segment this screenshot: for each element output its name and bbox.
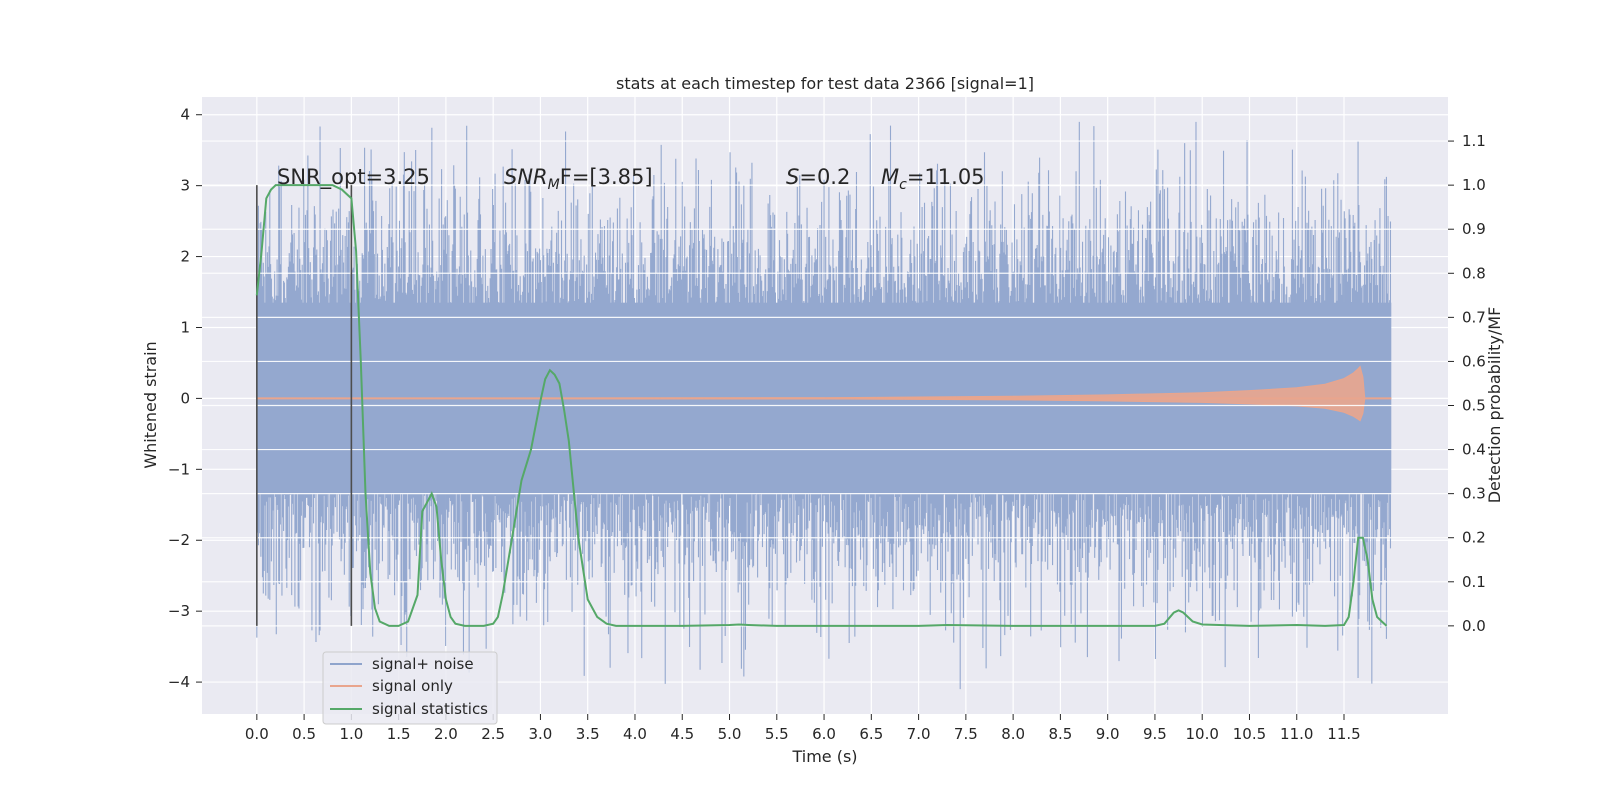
y-axis-label: Whitened strain bbox=[141, 341, 160, 468]
x-tick-label: 7.0 bbox=[907, 725, 931, 743]
x-axis-label: Time (s) bbox=[791, 747, 857, 766]
x-tick-label: 1.0 bbox=[339, 725, 363, 743]
legend-label-signal-noise: signal+ noise bbox=[372, 655, 474, 673]
y-tick-label: 4 bbox=[180, 106, 190, 124]
x-tick-label: 2.0 bbox=[434, 725, 458, 743]
x-tick-label: 2.5 bbox=[481, 725, 505, 743]
y-tick-label: 1 bbox=[180, 318, 190, 336]
x-tick-label: 3.5 bbox=[576, 725, 600, 743]
annotation-snr-mf-rest: F=[3.85] bbox=[560, 165, 653, 189]
annotation-snr-mf-sub: M bbox=[548, 177, 560, 193]
y-right-tick-label: 0.3 bbox=[1462, 485, 1486, 503]
x-tick-label: 9.0 bbox=[1096, 725, 1120, 743]
x-tick-label: 10.5 bbox=[1233, 725, 1266, 743]
x-tick-label: 11.0 bbox=[1280, 725, 1313, 743]
x-tick-label: 0.0 bbox=[245, 725, 269, 743]
annotation-snr-mf: SNRMF=[3.85] bbox=[504, 165, 653, 193]
legend-label-signal-statistics: signal statistics bbox=[372, 700, 488, 718]
annotation-mc-main: M bbox=[881, 165, 899, 189]
x-tick-label: 10.0 bbox=[1186, 725, 1219, 743]
x-tick-label: 8.5 bbox=[1048, 725, 1072, 743]
signal-only-series bbox=[256, 365, 1392, 422]
y-right-tick-label: 0.4 bbox=[1462, 441, 1486, 459]
annotation-s-rest: =0.2 bbox=[799, 165, 850, 189]
x-tick-label: 6.0 bbox=[812, 725, 836, 743]
y-right-tick-label: 0.7 bbox=[1462, 308, 1486, 326]
y-right-tick-label: 0.6 bbox=[1462, 352, 1486, 370]
x-tick-label: 4.0 bbox=[623, 725, 647, 743]
x-tick-label: 5.5 bbox=[765, 725, 789, 743]
legend-box bbox=[322, 651, 498, 725]
x-tick-label: 11.5 bbox=[1327, 725, 1360, 743]
y-right-tick-label: 0.1 bbox=[1462, 573, 1486, 591]
y-right-tick-label: 0.2 bbox=[1462, 529, 1486, 547]
y-right-tick-label: 1.0 bbox=[1462, 176, 1486, 194]
ticks: −4 −3 −2 −1 0 1 2 3 4 0.0 0.5 1.0 1.5 2.0 2.5 3.0 3.5 4.0… bbox=[168, 106, 1486, 743]
x-tick-label: 7.5 bbox=[954, 725, 978, 743]
y-tick-label: −2 bbox=[168, 531, 190, 549]
vertical-lines bbox=[256, 185, 353, 626]
y-right-tick-label: 0.5 bbox=[1462, 397, 1486, 415]
y-right-tick-label: 0.8 bbox=[1462, 264, 1486, 282]
legend-label-signal-only: signal only bbox=[372, 677, 453, 695]
annotation-mc-sub: c bbox=[899, 177, 907, 193]
y-right-tick-label: 0.9 bbox=[1462, 220, 1486, 238]
annotation-snr-mf-main: SNR bbox=[504, 165, 548, 189]
chart-title: stats at each timestep for test data 236… bbox=[616, 74, 1034, 93]
legend: signal+ noise signal only signal statist… bbox=[322, 651, 498, 725]
x-tick-label: 3.0 bbox=[529, 725, 553, 743]
y-tick-label: 3 bbox=[180, 177, 190, 195]
x-tick-label: 1.5 bbox=[387, 725, 411, 743]
annotation-mc: Mc=11.05 bbox=[881, 165, 985, 193]
y-tick-label: 2 bbox=[180, 248, 190, 266]
y-right-tick-label: 1.1 bbox=[1462, 132, 1486, 150]
y-tick-label: −4 bbox=[168, 673, 190, 691]
y-tick-label: −3 bbox=[168, 602, 190, 620]
y-tick-label: 0 bbox=[180, 389, 190, 407]
annotation-s-main: S bbox=[786, 165, 799, 189]
y-right-tick-label: 0.0 bbox=[1462, 617, 1486, 635]
annotation-mc-rest: =11.05 bbox=[907, 165, 985, 189]
y-tick-label: −1 bbox=[168, 460, 190, 478]
x-tick-label: 5.0 bbox=[718, 725, 742, 743]
x-tick-label: 0.5 bbox=[292, 725, 316, 743]
annotation-snr-opt: SNR_opt=3.25 bbox=[277, 165, 430, 190]
signal-statistics-series bbox=[255, 184, 1388, 627]
x-tick-label: 4.5 bbox=[670, 725, 694, 743]
x-tick-label: 9.5 bbox=[1143, 725, 1167, 743]
annotation-s: S=0.2 bbox=[786, 165, 850, 189]
y-axis-right-label: Detection probability/MF bbox=[1485, 307, 1504, 504]
x-tick-label: 8.0 bbox=[1001, 725, 1025, 743]
x-tick-label: 6.5 bbox=[859, 725, 883, 743]
